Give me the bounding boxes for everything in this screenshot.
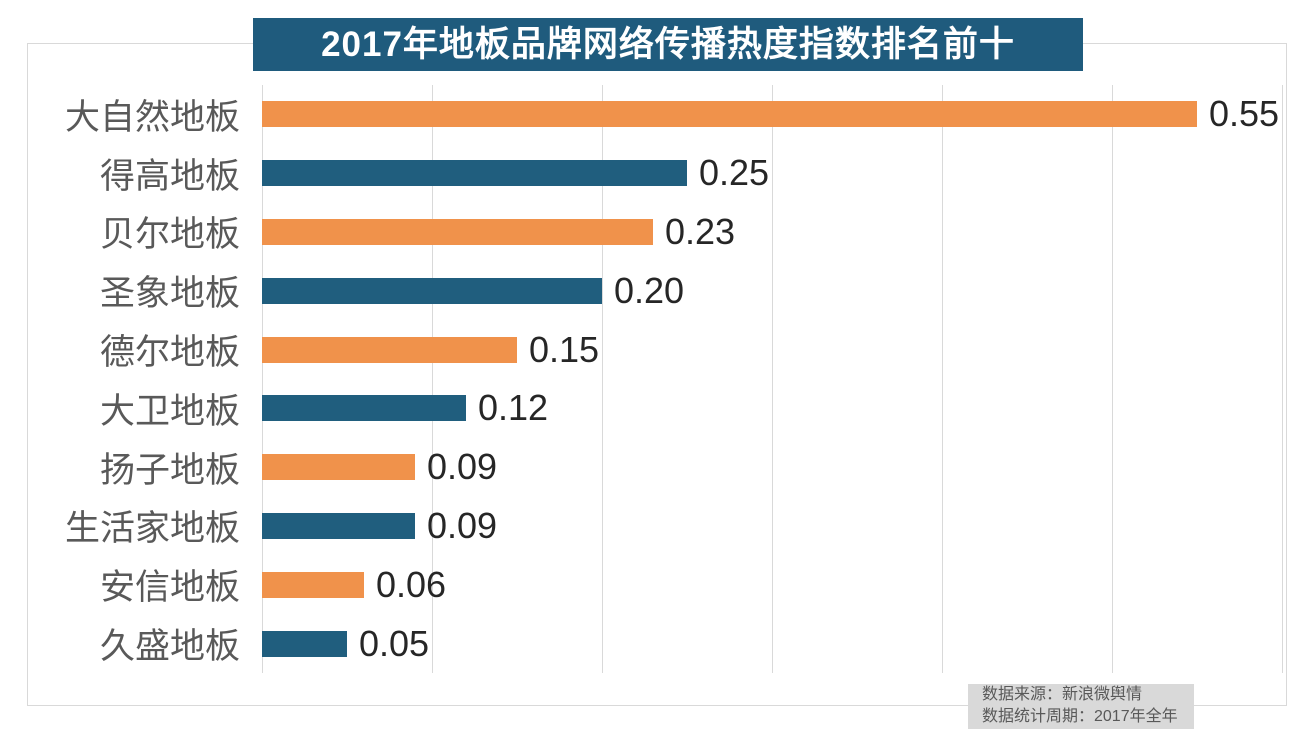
- gridline: [1112, 85, 1113, 673]
- bar: [262, 512, 415, 539]
- bar-row: 大卫地板 0.12: [100, 379, 1282, 438]
- category-label: 大自然地板: [64, 97, 240, 137]
- gridline: [432, 85, 433, 673]
- value-label: 0.23: [665, 210, 736, 252]
- value-label: 0.15: [529, 328, 600, 370]
- bar: [262, 630, 347, 657]
- category-label: 安信地板: [99, 568, 240, 608]
- bar: [262, 277, 602, 304]
- data-source-note: 数据来源：新浪微舆情 数据统计周期：2017年全年: [968, 684, 1194, 729]
- category-label: 圣象地板: [99, 274, 240, 314]
- bar-row: 得高地板 0.25: [100, 144, 1282, 203]
- category-label: 生活家地板: [64, 509, 240, 549]
- bar-row: 久盛地板 0.05: [100, 614, 1282, 673]
- value-label: 0.09: [427, 446, 498, 488]
- value-label: 0.12: [478, 387, 549, 429]
- data-period-line: 数据统计周期：2017年全年: [982, 708, 1178, 725]
- value-label: 0.25: [699, 152, 770, 194]
- gridline: [942, 85, 943, 673]
- gridline: [772, 85, 773, 673]
- gridline: [262, 85, 263, 673]
- bar: [262, 454, 415, 481]
- bar-row: 德尔地板 0.15: [100, 320, 1282, 379]
- bar-row: 贝尔地板 0.23: [100, 203, 1282, 262]
- value-label: 0.05: [359, 622, 430, 664]
- bar-row: 大自然地板 0.55: [65, 85, 1282, 144]
- category-label: 久盛地板: [99, 627, 240, 667]
- bar: [262, 571, 364, 598]
- category-label: 扬子地板: [99, 450, 240, 490]
- value-label: 0.20: [614, 269, 685, 311]
- bar-row: 生活家地板 0.09: [65, 497, 1282, 556]
- bar-row: 圣象地板 0.20: [100, 261, 1282, 320]
- gridline: [1282, 85, 1283, 673]
- category-label: 得高地板: [99, 156, 240, 196]
- bar: [262, 160, 687, 187]
- value-label: 0.55: [1209, 93, 1280, 135]
- category-label: 德尔地板: [99, 333, 240, 373]
- plot-area: 大自然地板 0.55 得高地板 0.25 贝尔地板 0.23 圣象地板 0.20 德尔地板 0.1…: [65, 85, 1283, 673]
- bar: [262, 218, 653, 245]
- bar: [262, 336, 517, 363]
- bar: [262, 395, 466, 422]
- bar-row: 扬子地板 0.09: [100, 438, 1282, 497]
- gridline: [602, 85, 603, 673]
- category-label: 大卫地板: [99, 391, 240, 431]
- bar: [262, 101, 1197, 128]
- data-source-line: 数据来源：新浪微舆情: [982, 686, 1143, 703]
- chart-title: 2017年地板品牌网络传播热度指数排名前十: [253, 18, 1083, 71]
- bar-row: 安信地板 0.06: [100, 555, 1282, 614]
- value-label: 0.06: [376, 563, 447, 605]
- value-label: 0.09: [427, 504, 498, 546]
- category-label: 贝尔地板: [99, 215, 240, 255]
